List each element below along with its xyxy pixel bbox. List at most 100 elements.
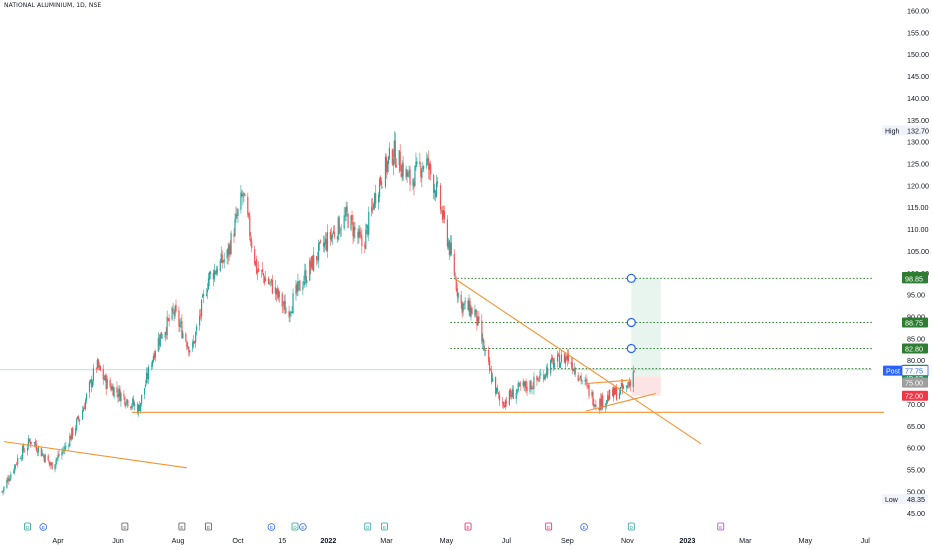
- candle-body: [72, 427, 74, 436]
- time-axis[interactable]: Apr Jun Aug Oct 15 2022 Mar May Jul Sep Nov 2023 Mar…: [52, 536, 870, 545]
- x-tick-label: Jul: [502, 536, 512, 545]
- candle-body: [492, 377, 494, 382]
- event-marker-icon[interactable]: [121, 522, 129, 531]
- y-tick-label: 135.00: [907, 116, 929, 125]
- candle-body: [485, 350, 487, 352]
- post-label: Post: [886, 369, 900, 376]
- candle-body: [103, 377, 105, 380]
- candle-body: [55, 460, 57, 465]
- candle-body: [188, 347, 190, 353]
- candle-body: [448, 240, 450, 256]
- candle-body: [496, 388, 499, 392]
- candle-body: [147, 366, 150, 380]
- candle-body: [109, 379, 111, 387]
- event-marker-letter: E: [467, 525, 470, 530]
- trendline[interactable]: [585, 392, 657, 412]
- candle-body: [391, 149, 393, 165]
- candle-body: [591, 391, 593, 396]
- candle-body: [512, 389, 514, 399]
- price-tag-text: 75.00: [905, 379, 923, 388]
- candle-body: [477, 316, 479, 326]
- candle-body: [278, 291, 280, 298]
- candle-body: [522, 382, 524, 386]
- candle-body: [216, 268, 218, 273]
- trendline[interactable]: [454, 278, 702, 445]
- candle-body: [241, 193, 243, 196]
- candle-body: [233, 233, 235, 237]
- candle-body: [422, 165, 424, 170]
- trendline[interactable]: [587, 379, 632, 385]
- candle-body: [464, 300, 466, 304]
- candle-body: [443, 210, 446, 220]
- price-axis[interactable]: 160.00 155.00 150.00 145.00 140.00 135.00 130.…: [907, 7, 929, 519]
- candle-body: [277, 289, 279, 298]
- candle-body: [357, 231, 359, 238]
- dividend-marker-icon[interactable]: [627, 522, 635, 531]
- event-marker-icon[interactable]: [205, 522, 212, 531]
- candle-body: [235, 213, 237, 220]
- event-marker-letter: E: [719, 525, 722, 530]
- candle-body: [7, 477, 9, 481]
- x-tick-label: 2023: [679, 536, 695, 545]
- target-handle-icon[interactable]: [626, 317, 636, 328]
- candle-body: [296, 283, 298, 292]
- event-marker-icon[interactable]: [381, 522, 388, 531]
- candle-body: [584, 380, 586, 381]
- earnings-marker-icon[interactable]: [299, 523, 307, 531]
- event-marker-icon[interactable]: [464, 522, 472, 531]
- candle-body: [351, 214, 353, 221]
- candle-body: [579, 376, 581, 378]
- candle-body: [612, 389, 614, 397]
- target-handle-icon[interactable]: [626, 343, 636, 354]
- target-price-tag-text: 88.75: [905, 318, 923, 327]
- low-price: 48.35: [907, 495, 925, 504]
- candle-body: [49, 462, 51, 465]
- earnings-marker-icon[interactable]: [39, 523, 48, 531]
- y-tick-label: 70.00: [907, 400, 925, 409]
- candle-body: [599, 399, 601, 411]
- candle-body: [470, 307, 472, 318]
- candle-body: [545, 374, 547, 376]
- earnings-marker-icon[interactable]: [580, 523, 588, 531]
- candle-body: [436, 181, 439, 184]
- candle-body: [481, 320, 483, 341]
- candle-body: [365, 229, 367, 250]
- candle-body: [331, 234, 333, 238]
- candle-body: [447, 242, 449, 248]
- earnings-marker-icon[interactable]: [267, 523, 276, 531]
- candle-body: [326, 232, 329, 252]
- target-handle-icon[interactable]: [626, 273, 636, 283]
- candle-body: [497, 392, 500, 395]
- candle-body: [68, 445, 70, 447]
- candle-body: [138, 405, 140, 413]
- candle-body: [454, 277, 456, 279]
- candle-body: [41, 453, 43, 456]
- candle-body: [13, 470, 15, 474]
- candle-body: [261, 269, 264, 272]
- event-marker-icon[interactable]: [178, 522, 186, 531]
- candle-body: [574, 369, 576, 375]
- x-tick-label: Apr: [52, 536, 64, 545]
- candle-body: [47, 455, 49, 461]
- candle-body: [588, 384, 590, 397]
- candle-body: [186, 342, 188, 347]
- candle-body: [159, 333, 161, 347]
- dividend-marker-icon[interactable]: [364, 522, 372, 531]
- candle-body: [228, 244, 230, 255]
- trendline[interactable]: [3, 441, 187, 469]
- y-tick-label: 145.00: [907, 72, 929, 81]
- candle-body: [517, 382, 519, 391]
- candle-body: [313, 254, 315, 271]
- candle-body: [111, 386, 113, 390]
- candle-body: [387, 156, 390, 164]
- event-marker-icon[interactable]: [545, 522, 553, 531]
- candle-body: [539, 375, 541, 380]
- dividend-marker-icon[interactable]: [291, 522, 299, 531]
- event-marker-letter: D: [293, 525, 297, 530]
- candle-body: [130, 406, 132, 409]
- candle-body: [489, 360, 491, 371]
- event-marker-icon[interactable]: [717, 522, 725, 531]
- dividend-marker-icon[interactable]: [24, 522, 31, 531]
- candle-body: [495, 387, 498, 394]
